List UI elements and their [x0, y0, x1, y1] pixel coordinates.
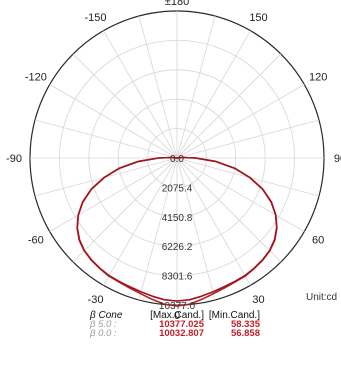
ring-value-label: 4150.8 [162, 213, 193, 224]
ring-value-label: 0.0 [170, 154, 184, 165]
ring-value-label: 8301.6 [162, 272, 193, 283]
legend-min-value: 56.858 [230, 328, 260, 339]
angle-label: 150 [249, 12, 267, 24]
angle-label: -120 [25, 72, 47, 84]
ring-value-label: 10377.0 [159, 301, 196, 312]
legend-row-beta-0: β 0.0 : 10032.807 56.858 [88, 328, 288, 339]
legend-cone-label: β 5.0 : [90, 319, 117, 330]
ring-value-label: 6226.2 [162, 242, 193, 253]
angle-label: ±180 [165, 0, 189, 8]
legend-header-min: [Min.Cand.] [208, 310, 260, 321]
angle-label: -150 [84, 12, 106, 24]
ring-value-label: 2075.4 [162, 183, 193, 194]
angle-label: -90 [6, 153, 22, 165]
angle-label: -60 [28, 235, 44, 247]
angle-labels: 0 30 60 90 120 150 ±180 -150 -120 -90 -60 -30 [6, 0, 341, 322]
legend-max-value: 10032.807 [159, 328, 204, 339]
angle-label: 90 [334, 153, 341, 165]
candela-curve-beta-0 [76, 156, 278, 302]
legend-table: β Cone [Max.Cand.] [Min.Cand.] β 5.0 : 1… [88, 310, 288, 339]
legend-min-value: 58.335 [230, 319, 260, 330]
angle-label: 0 [174, 310, 180, 322]
candela-curves [76, 156, 278, 307]
angle-label: 120 [309, 72, 327, 84]
legend-cone-label: β 0.0 : [90, 328, 117, 339]
legend-row-beta-5: β 5.0 : 10377.025 58.335 [88, 319, 288, 330]
angle-label: 30 [252, 294, 264, 306]
angle-label: -30 [88, 294, 104, 306]
legend-header-row: β Cone [Max.Cand.] [Min.Cand.] [88, 310, 288, 321]
ring-labels: 0.0 2075.4 4150.8 6226.2 8301.6 10377.0 [159, 154, 196, 312]
legend-header-max: [Max.Cand.] [150, 310, 204, 321]
legend-header-cone: β Cone [90, 310, 123, 321]
legend-max-value: 10377.025 [159, 319, 204, 330]
angle-label: 60 [312, 235, 324, 247]
unit-label: Unit:cd [306, 292, 337, 303]
